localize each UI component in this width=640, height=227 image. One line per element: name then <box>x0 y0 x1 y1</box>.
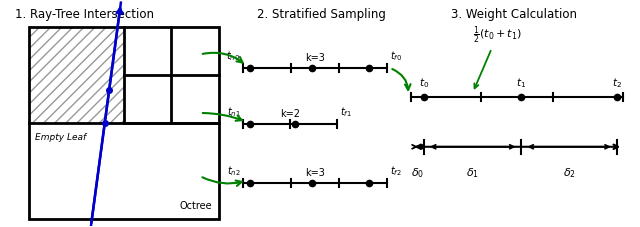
Text: k=3: k=3 <box>305 52 325 62</box>
Text: k=3: k=3 <box>305 167 325 177</box>
Text: $t_{f0}$: $t_{f0}$ <box>390 49 402 62</box>
Text: $\delta_2$: $\delta_2$ <box>563 165 575 179</box>
Text: $t_2$: $t_2$ <box>612 76 622 89</box>
Text: $t_{n2}$: $t_{n2}$ <box>227 163 241 177</box>
Text: $t_1$: $t_1$ <box>516 76 527 89</box>
Text: 1. Ray-Tree Intersection: 1. Ray-Tree Intersection <box>15 8 154 21</box>
Text: $t_{n1}$: $t_{n1}$ <box>227 105 241 118</box>
Text: Empty Leaf: Empty Leaf <box>35 133 86 141</box>
Bar <box>29 28 219 219</box>
Text: $t_{n0}$: $t_{n0}$ <box>227 49 241 62</box>
Text: $t_0$: $t_0$ <box>419 76 429 89</box>
Text: $\frac{1}{2}(t_0+t_1)$: $\frac{1}{2}(t_0+t_1)$ <box>473 25 522 89</box>
Text: $\delta_0$: $\delta_0$ <box>411 165 424 179</box>
Text: $t_{f2}$: $t_{f2}$ <box>390 163 401 177</box>
Text: k=2: k=2 <box>280 109 300 118</box>
Text: $\delta_1$: $\delta_1$ <box>466 165 479 179</box>
Text: Octree: Octree <box>180 200 212 210</box>
Text: 2. Stratified Sampling: 2. Stratified Sampling <box>257 8 386 21</box>
Bar <box>29 28 124 123</box>
Text: 3. Weight Calculation: 3. Weight Calculation <box>451 8 577 21</box>
Text: $t_{f1}$: $t_{f1}$ <box>340 105 352 118</box>
